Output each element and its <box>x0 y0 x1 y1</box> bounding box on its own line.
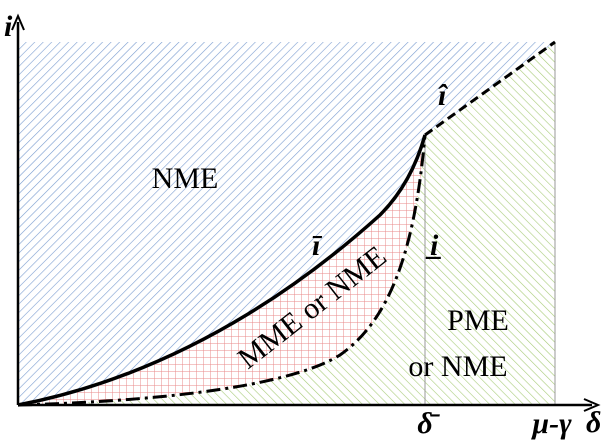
region-label: PME <box>447 304 509 337</box>
curve-hat <box>424 40 556 137</box>
region-label: NME <box>152 162 219 195</box>
y-axis-label: i <box>4 10 13 43</box>
x-axis-label: δ <box>586 406 601 439</box>
region-mme <box>18 135 425 405</box>
curve-label: i̲ <box>426 229 442 262</box>
curve-label: î <box>438 79 448 112</box>
curve-label: ī <box>312 229 323 262</box>
x-tick-label: δ̄ <box>417 407 440 440</box>
region-nme <box>18 42 555 405</box>
region-pme <box>18 42 555 405</box>
curve-lower <box>17 134 427 407</box>
y-arrow <box>11 13 25 31</box>
x-arrow <box>583 398 601 412</box>
region-label: or NME <box>408 350 507 383</box>
curve-upper <box>17 134 427 407</box>
x-tick-label: μ-γ <box>530 407 572 440</box>
